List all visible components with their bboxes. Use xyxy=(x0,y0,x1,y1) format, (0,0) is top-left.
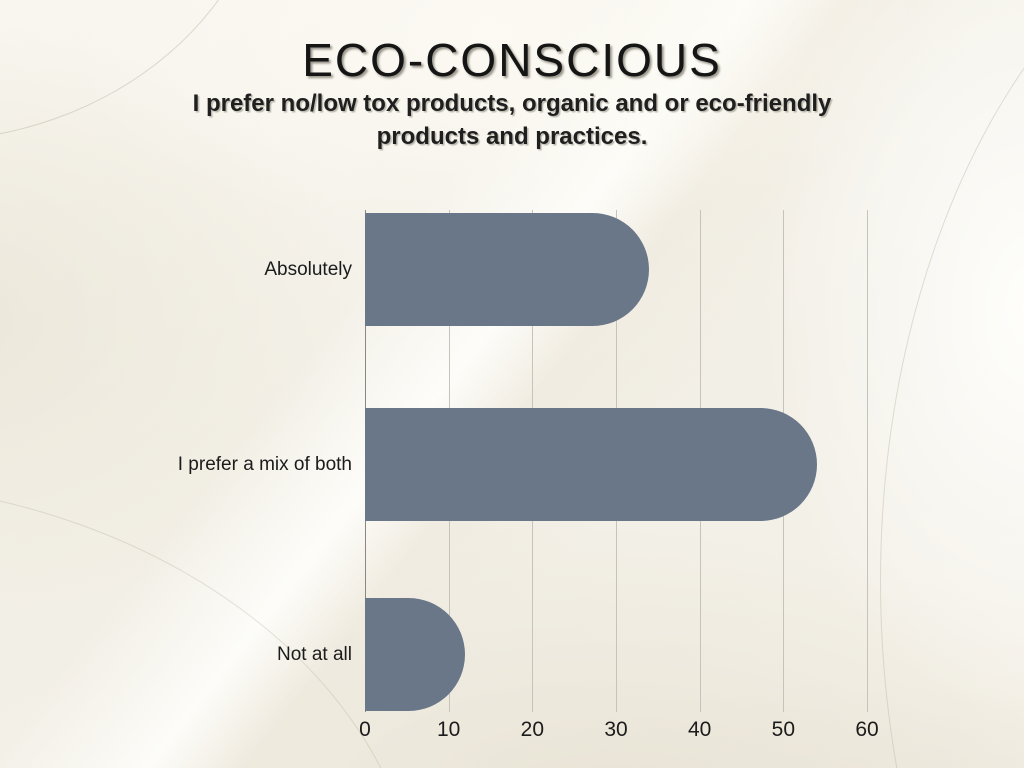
x-tick-label-40: 40 xyxy=(687,718,712,741)
chart-subtitle-line1: I prefer no/low tox products, organic an… xyxy=(192,90,832,117)
x-tick-label-20: 20 xyxy=(520,718,544,741)
bar-i-prefer-a-mix-of-both xyxy=(365,407,817,521)
chart-subtitle-line2: products and practices. xyxy=(376,123,648,150)
x-tick-label-50: 50 xyxy=(771,718,795,741)
category-label-absolutely: Absolutely xyxy=(264,259,352,280)
chart-title: ECO-CONSCIOUS xyxy=(302,34,722,86)
x-tick-label-0: 0 xyxy=(359,718,371,741)
chart-subtitle: I prefer no/low tox products, organic an… xyxy=(0,87,1024,153)
bar-absolutely xyxy=(365,213,650,326)
x-tick-label-30: 30 xyxy=(604,718,628,741)
gridline-60 xyxy=(867,210,868,712)
category-label-not-at-all: Not at all xyxy=(277,643,352,665)
x-tick-label-10: 10 xyxy=(436,718,461,741)
category-label-i-prefer-a-mix-of-both: I prefer a mix of both xyxy=(177,453,352,475)
x-tick-label-60: 60 xyxy=(855,718,879,741)
bar-not-at-all xyxy=(365,597,466,711)
